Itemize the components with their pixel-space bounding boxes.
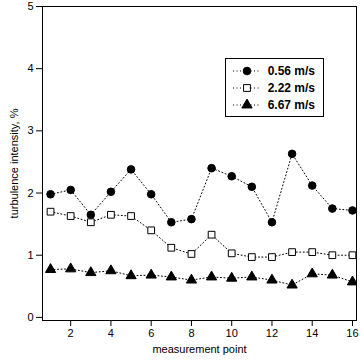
svg-text:3: 3	[27, 124, 33, 136]
svg-text:2: 2	[68, 327, 74, 339]
svg-text:10: 10	[226, 327, 238, 339]
svg-text:1: 1	[27, 249, 33, 261]
svg-text:0: 0	[27, 311, 33, 323]
svg-text:5: 5	[27, 0, 33, 12]
html-text:6.67 m/s: 6.67 m/s	[267, 97, 315, 112]
html-text:0.56 m/s: 0.56 m/s	[267, 63, 315, 78]
svg-text:8: 8	[188, 327, 194, 339]
svg-text:2: 2	[27, 187, 33, 199]
svg-text:measurement point: measurement point	[152, 343, 246, 355]
svg-text:12: 12	[266, 327, 278, 339]
svg-text:14: 14	[306, 327, 318, 339]
svg-text:16: 16	[346, 327, 358, 339]
svg-text:4: 4	[27, 62, 33, 74]
svg-text:4: 4	[108, 327, 114, 339]
html-text:2.22 m/s: 2.22 m/s	[267, 80, 315, 95]
svg-text:turbulence intensity, %: turbulence intensity, %	[8, 108, 20, 218]
svg-text:6: 6	[148, 327, 154, 339]
